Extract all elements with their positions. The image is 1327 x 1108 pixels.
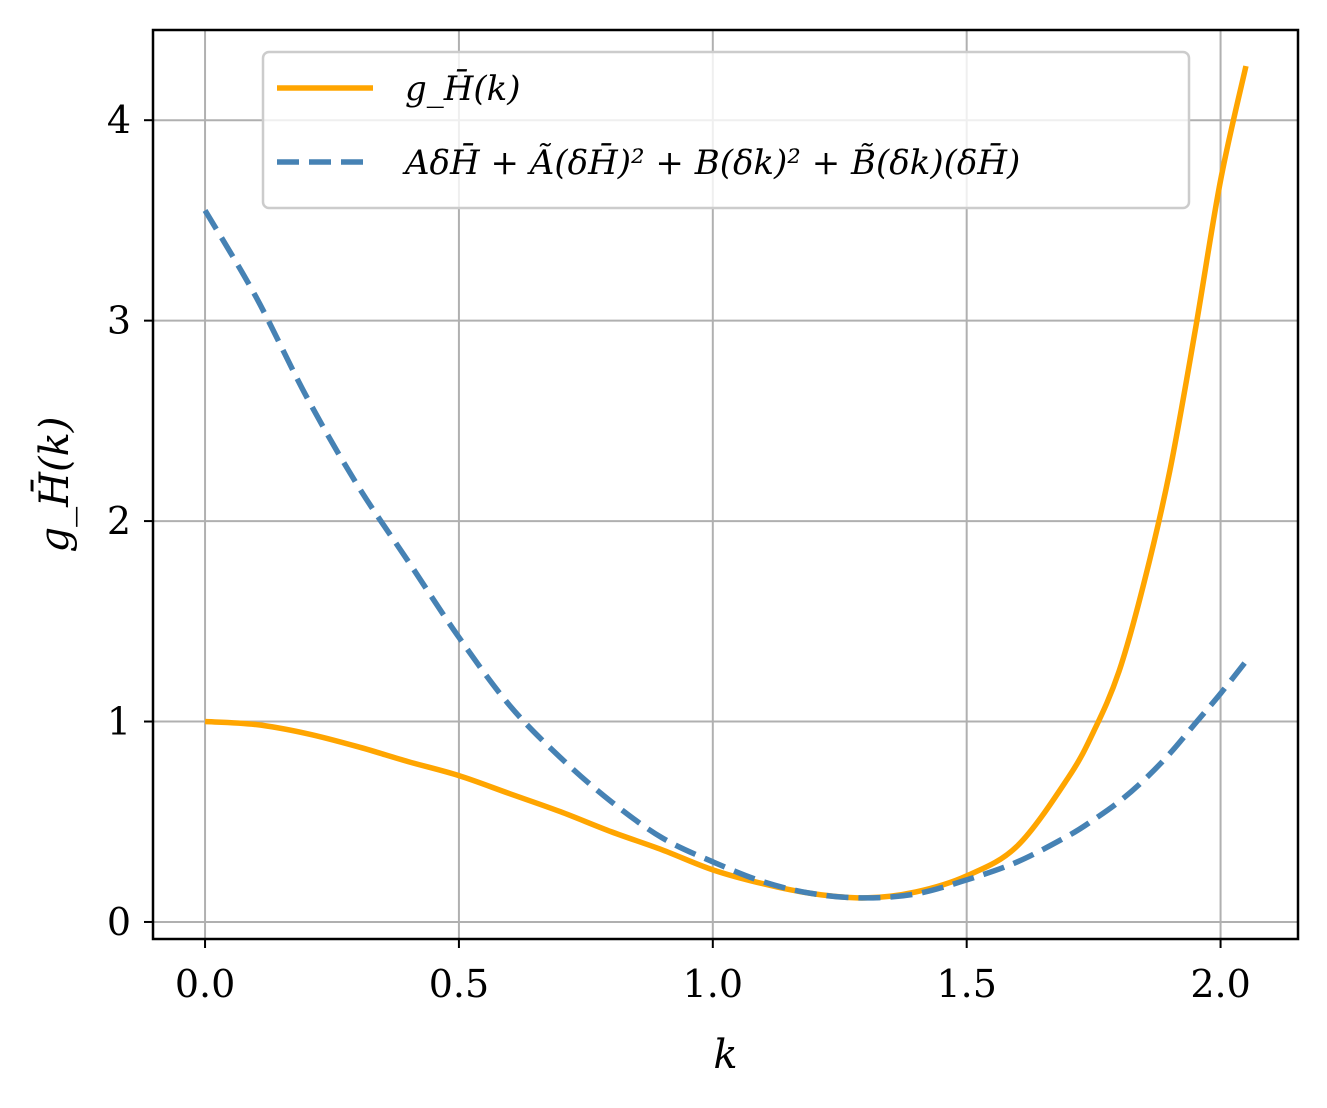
series-layer — [202, 65, 1249, 901]
y-tick-label: 1 — [107, 700, 131, 744]
x-tick-label: 1.5 — [936, 962, 996, 1006]
y-tick-label: 2 — [107, 499, 131, 543]
legend-label: g_H̄(k) — [405, 68, 521, 109]
x-tick-label: 0.5 — [429, 962, 489, 1006]
y-axis-label: g_H̄(k) — [31, 417, 78, 553]
legend-label: AδH̄ + Ã(δH̄)² + B(δk)² + B̃(δk)(δH̄) — [402, 142, 1020, 183]
plot-frame — [151, 28, 1300, 941]
legend-box — [261, 50, 1191, 210]
legend: g_H̄(k) AδH̄ + Ã(δH̄)² + B(δk)² + B̃(δk)(… — [261, 50, 1191, 210]
y-tick-label: 4 — [107, 98, 131, 142]
y-tick-label: 0 — [107, 900, 131, 944]
x-axis-label: k — [713, 1032, 737, 1078]
ticks: 0.0 0.5 1.0 1.5 2.0 0 1 2 3 4 — [107, 98, 1251, 1006]
y-tick-label: 3 — [107, 299, 131, 343]
x-tick-label: 2.0 — [1190, 962, 1250, 1006]
x-tick-label: 1.0 — [683, 962, 743, 1006]
series-line-approx — [202, 209, 1249, 901]
x-tick-label: 0.0 — [175, 962, 235, 1006]
